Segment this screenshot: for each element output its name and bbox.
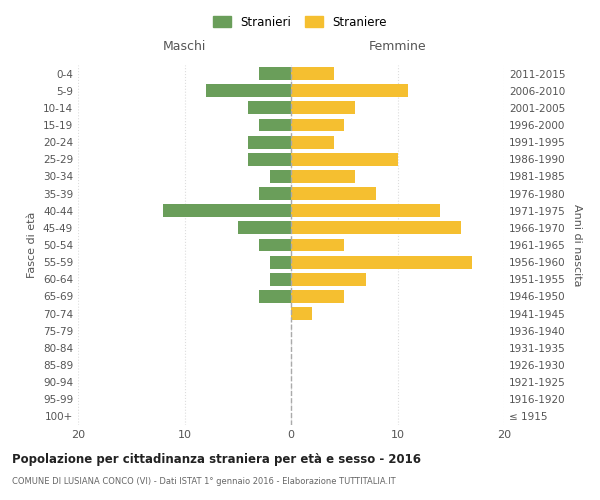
- Bar: [291, 204, 440, 217]
- Bar: [206, 84, 291, 97]
- Bar: [248, 102, 291, 114]
- Bar: [238, 222, 291, 234]
- Bar: [291, 273, 365, 285]
- Bar: [259, 238, 291, 252]
- Bar: [291, 118, 344, 132]
- Bar: [270, 273, 291, 285]
- Bar: [259, 187, 291, 200]
- Legend: Stranieri, Straniere: Stranieri, Straniere: [208, 11, 392, 34]
- Text: COMUNE DI LUSIANA CONCO (VI) - Dati ISTAT 1° gennaio 2016 - Elaborazione TUTTITA: COMUNE DI LUSIANA CONCO (VI) - Dati ISTA…: [12, 478, 395, 486]
- Bar: [291, 67, 334, 80]
- Bar: [291, 307, 313, 320]
- Bar: [270, 256, 291, 268]
- Bar: [291, 238, 344, 252]
- Bar: [248, 153, 291, 166]
- Text: Popolazione per cittadinanza straniera per età e sesso - 2016: Popolazione per cittadinanza straniera p…: [12, 452, 421, 466]
- Bar: [259, 118, 291, 132]
- Bar: [248, 136, 291, 148]
- Bar: [259, 67, 291, 80]
- Bar: [163, 204, 291, 217]
- Bar: [291, 102, 355, 114]
- Bar: [291, 222, 461, 234]
- Y-axis label: Anni di nascita: Anni di nascita: [572, 204, 582, 286]
- Y-axis label: Fasce di età: Fasce di età: [28, 212, 37, 278]
- Bar: [291, 290, 344, 303]
- Bar: [291, 170, 355, 183]
- Bar: [291, 153, 398, 166]
- Bar: [291, 136, 334, 148]
- Text: Femmine: Femmine: [368, 40, 427, 53]
- Text: Maschi: Maschi: [163, 40, 206, 53]
- Bar: [270, 170, 291, 183]
- Bar: [291, 187, 376, 200]
- Bar: [291, 256, 472, 268]
- Bar: [259, 290, 291, 303]
- Bar: [291, 84, 408, 97]
